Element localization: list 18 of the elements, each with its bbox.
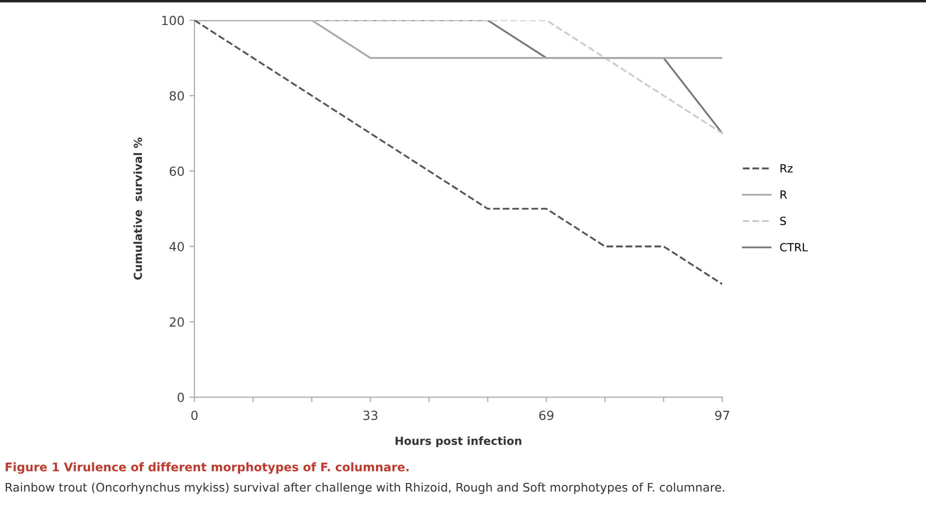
y-axis-title: Cumulative survival % [133, 138, 142, 280]
caption: Figure 1 Virulence of different morphotypes of F. columnare. [6, 462, 409, 474]
x-tick-label: 33 [363, 410, 378, 420]
legend-label: R [780, 190, 787, 199]
y-tick-label: 100 [162, 16, 184, 26]
y-tick-label: 40 [169, 242, 184, 252]
legend-label: S [780, 216, 786, 226]
x-tick-label: 97 [715, 410, 730, 420]
text: Rainbow trout (Oncorhynchus mykiss) survival after challenge with Rhizoid, Rough and Soft morphotypes of F. columnare. [6, 482, 724, 494]
x-axis-title: Hours post infection [396, 436, 522, 448]
legend-label: Rz [780, 164, 793, 172]
y-tick-label: 20 [170, 317, 184, 327]
y-tick-label: 80 [170, 91, 184, 101]
x-tick-label: 69 [539, 410, 554, 420]
legend-label: CTRL [780, 243, 808, 252]
y-tick-label: 60 [170, 166, 184, 176]
y-tick-label: 0 [178, 392, 184, 402]
x-tick-label: 0 [191, 410, 198, 420]
